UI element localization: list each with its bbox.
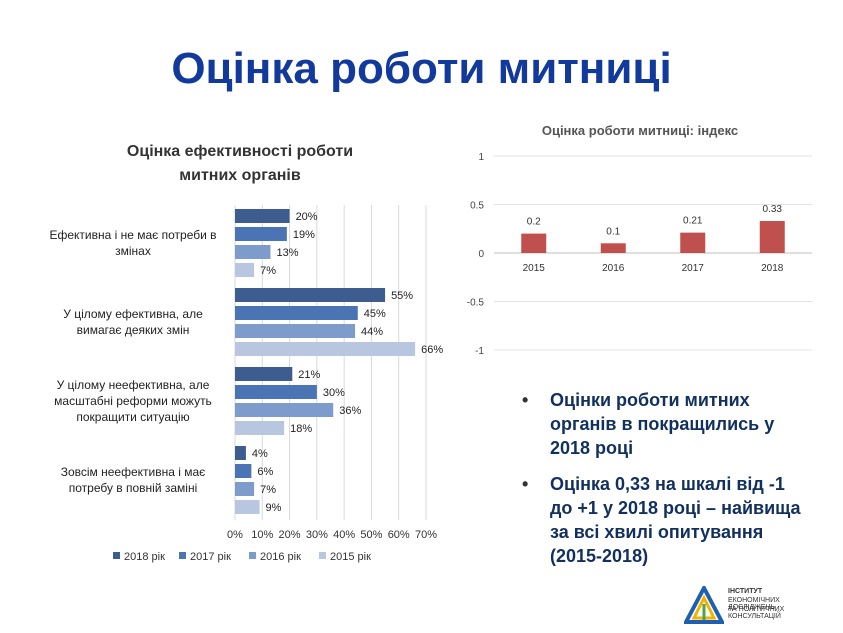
data-label: 0.33 — [763, 204, 783, 215]
category-label: масштабні реформи можуть — [54, 394, 212, 408]
left-chart-title-line: Оцінка ефективності роботи — [126, 143, 354, 160]
y-tick-label: 1 — [478, 152, 484, 163]
data-label: 30% — [323, 387, 345, 399]
x-tick-label: 2016 — [602, 263, 625, 274]
y-tick-label: 0 — [478, 249, 484, 260]
bar — [235, 421, 285, 435]
left-chart-title: Оцінка ефективності роботи митних органі… — [80, 140, 400, 188]
x-tick-label: 30% — [306, 529, 328, 541]
left-chart-title-line: митних органів — [179, 167, 301, 184]
bar — [235, 482, 255, 496]
x-tick-label: 60% — [388, 529, 410, 541]
data-label: 7% — [260, 484, 276, 496]
data-label: 0.21 — [683, 216, 703, 227]
data-label: 13% — [276, 247, 298, 259]
index-bar — [759, 220, 785, 253]
institute-logo: ІНСТИТУТ ЕКОНОМІЧНИХ ДОСЛІДЖЕНЬ ТА ПОЛІТ… — [684, 586, 824, 626]
x-tick-label: 2018 — [761, 263, 784, 274]
bar — [235, 245, 271, 259]
data-label: 0.1 — [606, 226, 620, 237]
bar — [235, 367, 293, 381]
bar — [235, 342, 416, 356]
x-tick-label: 20% — [279, 529, 301, 541]
x-tick-label: 40% — [333, 529, 355, 541]
legend-swatch — [113, 552, 120, 559]
bar — [235, 209, 290, 223]
x-tick-label: 0% — [227, 529, 243, 541]
legend-label: 2016 рік — [260, 551, 301, 563]
data-label: 6% — [257, 466, 273, 478]
bar — [235, 464, 252, 478]
data-label: 9% — [266, 502, 282, 514]
category-label: Зовсім неефективна і має — [61, 465, 206, 479]
legend-swatch — [319, 552, 326, 559]
data-label: 20% — [296, 211, 318, 223]
data-label: 45% — [364, 308, 386, 320]
bar — [235, 227, 287, 241]
bar — [235, 263, 255, 277]
x-tick-label: 2015 — [523, 263, 546, 274]
data-label: 21% — [298, 369, 320, 381]
x-tick-label: 2017 — [682, 263, 705, 274]
legend-swatch — [249, 552, 256, 559]
logo-text: ІНСТИТУТ — [728, 588, 763, 595]
category-label: потребу в повній заміні — [69, 481, 198, 495]
y-tick-label: 0.5 — [470, 201, 484, 212]
legend-label: 2018 рік — [124, 551, 165, 563]
data-label: 4% — [252, 448, 268, 460]
data-label: 19% — [293, 229, 315, 241]
conclusion-item: Оцінки роботи митних органів в покращили… — [518, 388, 808, 460]
data-label: 0.2 — [527, 217, 541, 228]
x-tick-label: 50% — [360, 529, 382, 541]
bar — [235, 306, 358, 320]
legend-swatch — [179, 552, 186, 559]
category-label: У цілому ефективна, але — [63, 307, 203, 321]
index-bar — [600, 243, 626, 253]
legend-label: 2015 рік — [330, 551, 371, 563]
data-label: 55% — [391, 290, 413, 302]
x-tick-label: 10% — [251, 529, 273, 541]
legend-label: 2017 рік — [190, 551, 231, 563]
bar — [235, 500, 260, 514]
bar — [235, 403, 334, 417]
logo-text: ТА ПОЛІТИЧНИХ КОНСУЛЬТАЦІЙ — [728, 606, 785, 620]
index-bar — [680, 232, 706, 253]
bar — [235, 446, 246, 460]
logo-text: ЕКОНОМІЧНИХ ДОСЛІДЖЕНЬ — [728, 597, 780, 611]
x-tick-label: 70% — [415, 529, 437, 541]
data-label: 7% — [260, 265, 276, 277]
right-chart-title: Оцінка роботи митниці: індекс — [541, 123, 739, 138]
triangle-logo-icon — [684, 586, 724, 624]
conclusions-list: Оцінки роботи митних органів в покращили… — [518, 388, 808, 580]
category-label: змінах — [115, 244, 151, 258]
data-label: 44% — [361, 326, 383, 338]
y-tick-label: -1 — [475, 346, 484, 357]
bar — [235, 324, 356, 338]
conclusion-item: Оцінка 0,33 на шкалі від -1 до +1 у 2018… — [518, 472, 808, 568]
category-label: вимагає деяких змін — [77, 323, 190, 337]
category-label: Ефективна і не має потреби в — [49, 228, 216, 242]
data-label: 36% — [339, 405, 361, 417]
index-bar — [521, 233, 547, 253]
category-label: У цілому неефективна, але — [57, 378, 210, 392]
data-label: 66% — [421, 344, 443, 356]
bar — [235, 288, 386, 302]
category-label: покращити ситуацію — [76, 410, 189, 424]
data-label: 18% — [290, 423, 312, 435]
bar — [235, 385, 317, 399]
y-tick-label: -0.5 — [467, 298, 485, 309]
slide-title: Оцінка роботи митниці — [171, 44, 672, 93]
